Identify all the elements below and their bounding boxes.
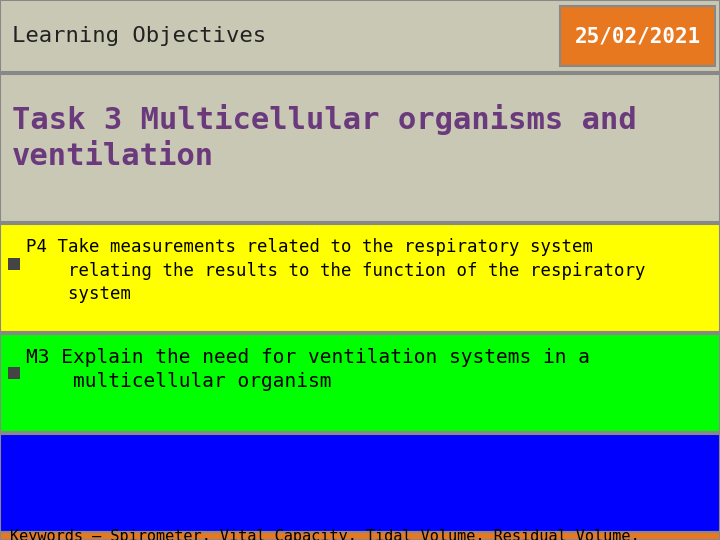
Text: M3 Explain the need for ventilation systems in a
    multicellular organism: M3 Explain the need for ventilation syst…: [26, 348, 590, 392]
FancyBboxPatch shape: [560, 6, 715, 66]
Text: 25/02/2021: 25/02/2021: [575, 26, 701, 46]
Bar: [8, 258, 20, 270]
FancyBboxPatch shape: [0, 74, 720, 222]
Bar: [8, 367, 20, 379]
FancyBboxPatch shape: [0, 0, 720, 72]
FancyBboxPatch shape: [0, 224, 720, 332]
Text: Learning Objectives: Learning Objectives: [12, 26, 266, 46]
FancyBboxPatch shape: [0, 434, 720, 532]
Text: P4 Take measurements related to the respiratory system
    relating the results : P4 Take measurements related to the resp…: [26, 238, 646, 303]
FancyBboxPatch shape: [0, 334, 720, 432]
FancyBboxPatch shape: [0, 532, 720, 540]
Text: Keywords – Spirometer, Vital Capacity, Tidal Volume, Residual Volume,: Keywords – Spirometer, Vital Capacity, T…: [10, 529, 639, 540]
Text: Task 3 Multicellular organisms and
ventilation: Task 3 Multicellular organisms and venti…: [12, 104, 636, 171]
